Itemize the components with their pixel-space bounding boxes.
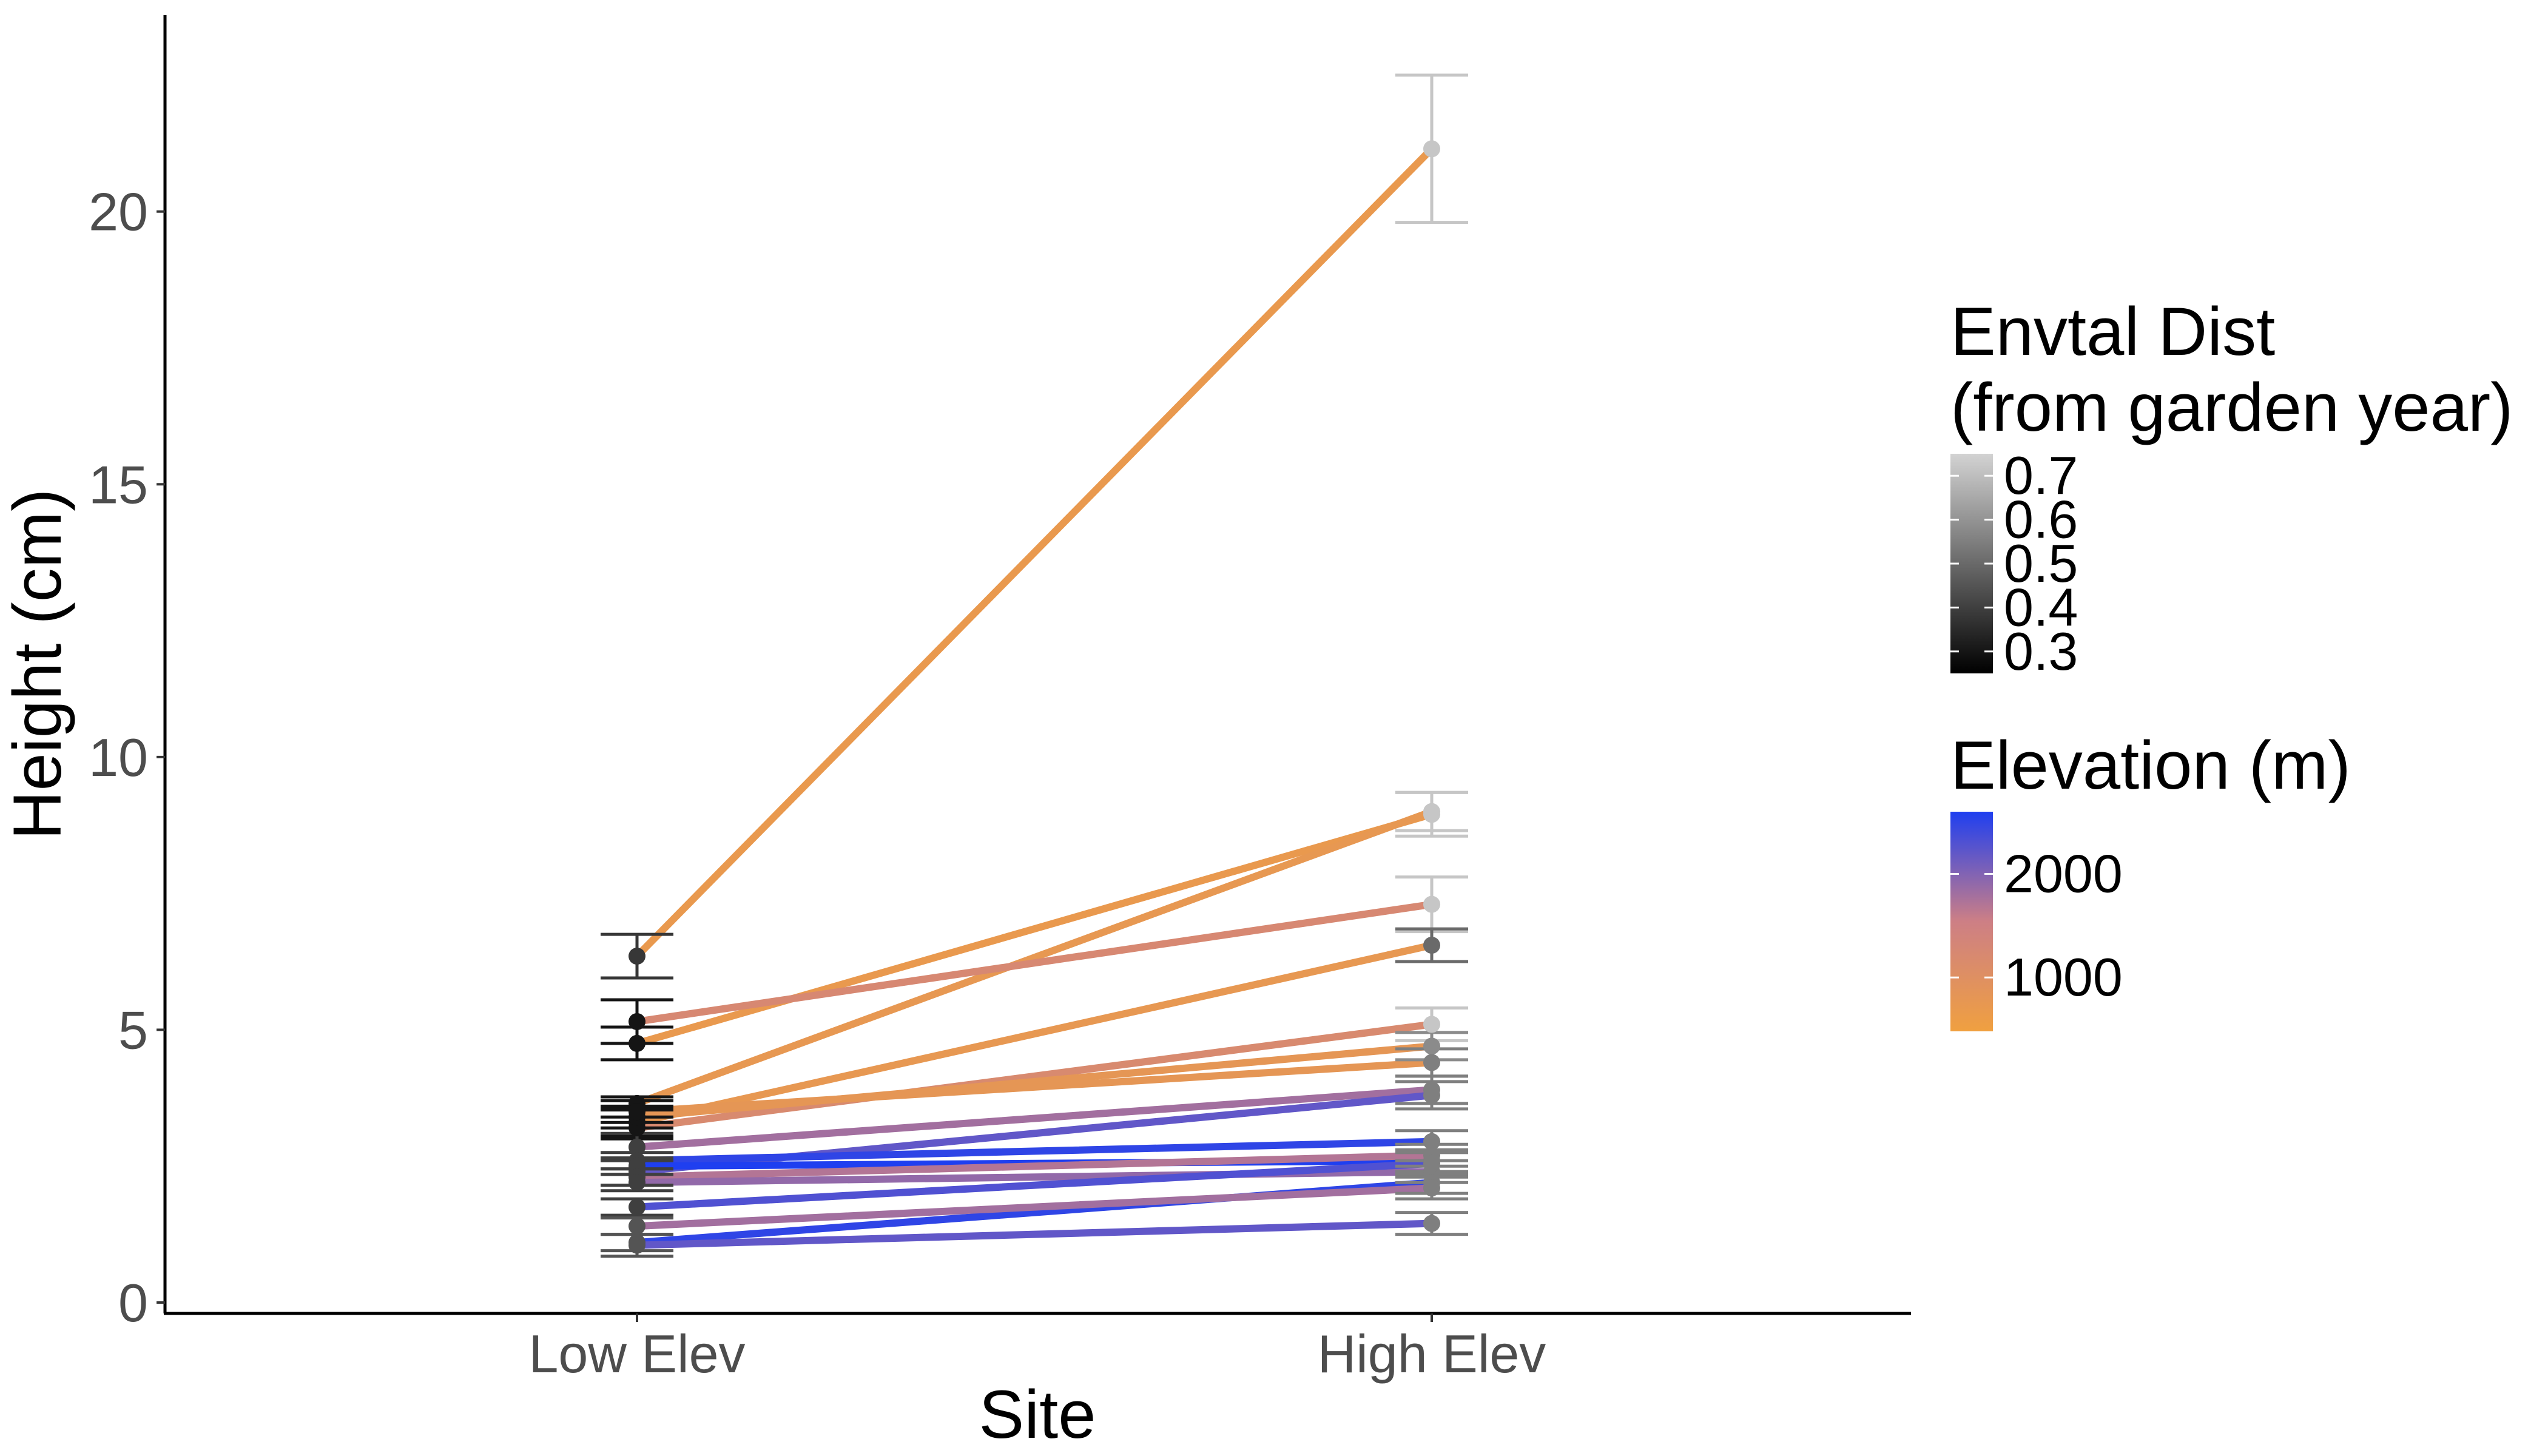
legend-elevation-gradient: [1950, 812, 1993, 1031]
axes: 0 5 10 15 20 Low Elev High Elev Site Height (…: [0, 15, 1911, 1452]
data-point: [629, 1218, 645, 1235]
data-point: [1423, 1154, 1440, 1172]
series-line: [633, 145, 1435, 960]
legend-dist-colorbar: 0.70.60.50.40.3: [1950, 445, 2078, 681]
y-tick-label: 0: [118, 1273, 148, 1333]
data-point: [1423, 1037, 1440, 1055]
legend-dist-label: 0.6: [2004, 490, 2078, 550]
series-line: [633, 1059, 1435, 1116]
plot-area: [601, 73, 1468, 1258]
data-point: [1423, 1133, 1440, 1150]
y-ticks: 0 5 10 15 20: [89, 182, 165, 1333]
series-line: [633, 1159, 1435, 1211]
data-point: [1423, 140, 1440, 158]
data-points: [629, 140, 1440, 1254]
series-line: [633, 1151, 1435, 1181]
series-line: [633, 900, 1435, 1025]
data-point: [629, 948, 645, 965]
legend-dist-title-line1: Envtal Dist: [1950, 294, 2275, 369]
legend-elevation-label: 2000: [2004, 843, 2123, 903]
series-line: [633, 1184, 1435, 1230]
y-tick-label: 10: [89, 727, 148, 787]
data-point: [1423, 937, 1440, 954]
series-line: [633, 1020, 1435, 1132]
data-point: [629, 1103, 645, 1121]
legend-dist-label: 0.7: [2004, 445, 2078, 505]
series-line: [633, 811, 1435, 1047]
legend-envtal-dist: Envtal Dist (from garden year) 0.70.60.5…: [1950, 294, 2513, 681]
x-tick-label: Low Elev: [528, 1324, 745, 1384]
data-point: [1423, 1054, 1440, 1071]
data-point: [1423, 1179, 1440, 1197]
y-tick-label: 5: [118, 1000, 148, 1060]
y-axis-title: Height (cm): [0, 489, 75, 840]
legend-elevation: Elevation (m) 2000 1000: [1950, 727, 2351, 1031]
legend-dist-label: 0.5: [2004, 533, 2078, 593]
data-point: [1423, 895, 1440, 913]
series-lines: [633, 145, 1435, 1249]
legend-elevation-title: Elevation (m): [1950, 727, 2351, 803]
data-point: [1423, 1016, 1440, 1033]
legend-dist-label: 0.3: [2004, 621, 2078, 681]
data-point: [1423, 1215, 1440, 1232]
series-line: [633, 942, 1435, 1127]
data-point: [629, 1034, 645, 1052]
legend-elevation-colorbar: 2000 1000: [1950, 812, 2123, 1031]
series-line: [633, 1219, 1435, 1249]
data-point: [1423, 803, 1440, 820]
x-ticks: Low Elev High Elev: [528, 1313, 1546, 1384]
data-point: [629, 1236, 645, 1254]
data-point: [1423, 1087, 1440, 1104]
data-point: [629, 1138, 645, 1156]
x-tick-label: High Elev: [1318, 1324, 1546, 1384]
y-tick-label: 15: [89, 454, 148, 514]
data-point: [629, 1198, 645, 1216]
x-axis-title: Site: [979, 1377, 1096, 1452]
y-tick-label: 20: [89, 182, 148, 242]
legend-dist-label: 0.4: [2004, 577, 2078, 637]
legend-dist-title-line2: (from garden year): [1950, 369, 2513, 445]
series-line: [633, 1086, 1435, 1151]
data-point: [629, 1174, 645, 1191]
series-line: [633, 807, 1435, 1107]
series-line: [633, 1138, 1435, 1165]
legend-elevation-label: 1000: [2004, 947, 2123, 1007]
data-point: [629, 1013, 645, 1030]
